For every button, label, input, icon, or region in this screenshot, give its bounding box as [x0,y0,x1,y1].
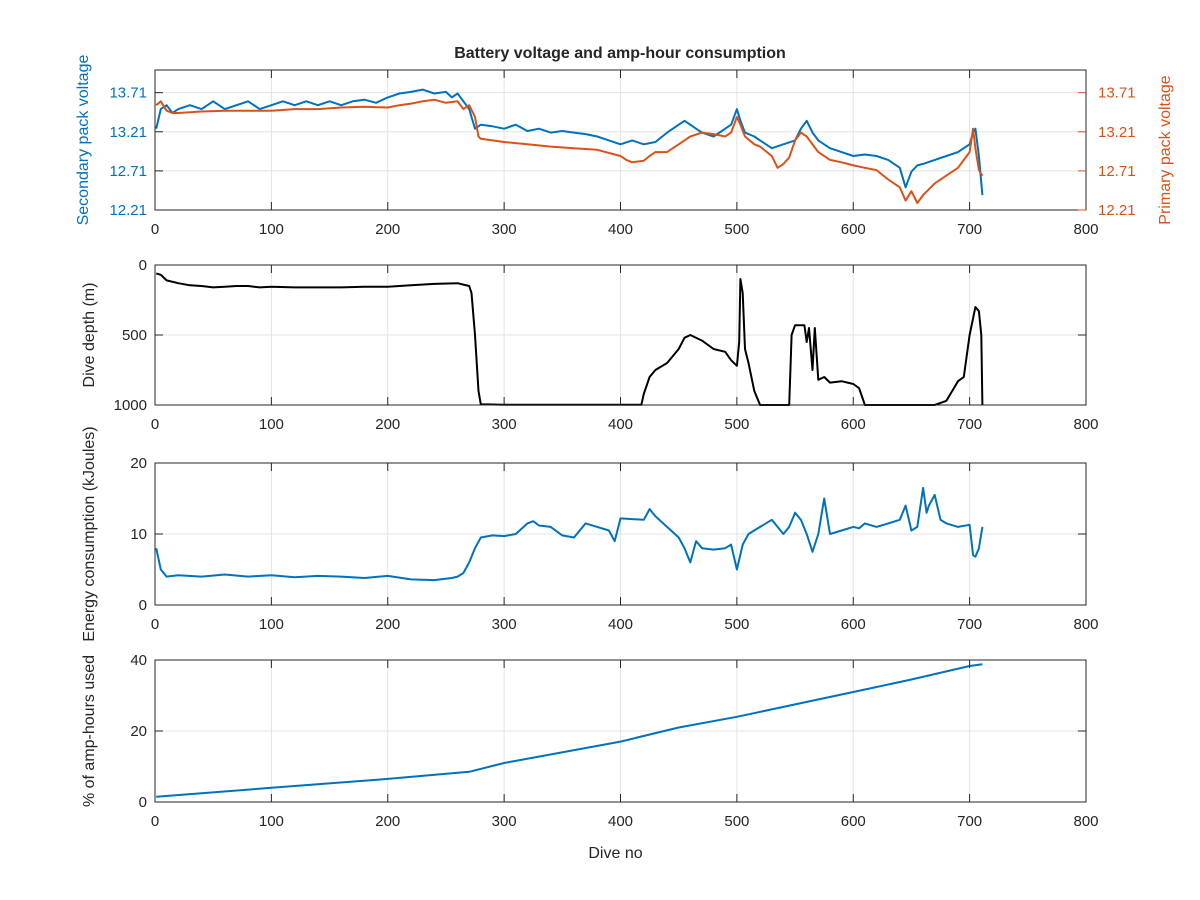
voltage-series-secondary [155,88,984,196]
x-tick-label: 400 [608,616,633,633]
x-tick-label: 100 [259,813,284,830]
x-tick-label: 800 [1073,813,1098,830]
x-tick-label: 700 [957,221,982,238]
y-tick-label: 20 [130,723,147,740]
y-tick-label-right: 13.21 [1098,124,1136,141]
voltage-y-axis-label: Secondary pack voltage [75,55,92,226]
voltage-y-axis-label-right: Primary pack voltage [1157,75,1174,224]
y-tick-label: 0 [139,257,147,274]
x-tick-label: 200 [375,416,400,433]
x-tick-label: 800 [1073,221,1098,238]
x-tick-label: 0 [151,616,159,633]
y-tick-label: 12.21 [109,202,147,219]
x-tick-label: 200 [375,221,400,238]
y-tick-label: 1000 [114,397,147,414]
energy-series-line [155,486,984,582]
x-tick-label: 400 [608,221,633,238]
energy-y-axis-label: Energy consumption (kJoules) [81,426,98,641]
y-tick-label: 12.71 [109,163,147,180]
x-tick-label: 200 [375,813,400,830]
x-tick-label: 500 [724,221,749,238]
x-tick-label: 300 [492,813,517,830]
y-tick-label: 0 [139,794,147,811]
x-tick-label: 0 [151,221,159,238]
y-tick-label: 10 [130,526,147,543]
amphours-y-axis-label: % of amp-hours used [81,655,98,807]
figure-title: Battery voltage and amp-hour consumption [454,45,786,62]
amphours-x-axis-label: Dive no [588,845,642,862]
x-tick-label: 700 [957,416,982,433]
x-tick-label: 600 [841,813,866,830]
y-tick-label-right: 12.21 [1098,202,1136,219]
x-tick-label: 500 [724,813,749,830]
x-tick-label: 0 [151,416,159,433]
y-tick-label: 40 [130,652,147,669]
y-tick-label-right: 13.71 [1098,85,1136,102]
x-tick-label: 300 [492,616,517,633]
x-tick-label: 200 [375,616,400,633]
y-tick-label-right: 12.71 [1098,163,1136,180]
x-tick-label: 100 [259,416,284,433]
depth-y-axis-label: Dive depth (m) [81,283,98,388]
energy-axes: 0 100 200 300 400 500 600 700 800 0 10 20 Energy con… [81,426,1099,641]
x-tick-label: 500 [724,416,749,433]
x-tick-label: 300 [492,416,517,433]
x-tick-label: 100 [259,616,284,633]
amphours-series-line [156,663,983,798]
x-tick-label: 600 [841,616,866,633]
x-tick-label: 0 [151,813,159,830]
y-tick-label: 0 [139,597,147,614]
x-tick-label: 400 [608,813,633,830]
x-tick-label: 300 [492,221,517,238]
y-tick-label: 13.71 [109,85,147,102]
y-tick-label: 13.21 [109,124,147,141]
x-tick-label: 600 [841,221,866,238]
depth-axes: 0 100 200 300 400 500 600 700 800 0 500 1000 Dive de… [81,257,1099,433]
x-tick-label: 700 [957,616,982,633]
x-tick-label: 700 [957,813,982,830]
amphours-axes: 0 100 200 300 400 500 600 700 800 0 20 40 % of amp-h… [81,652,1099,862]
x-tick-label: 600 [841,416,866,433]
x-tick-label: 500 [724,616,749,633]
x-tick-label: 100 [259,221,284,238]
y-tick-label: 20 [130,455,147,472]
y-tick-label: 500 [122,327,147,344]
x-tick-label: 400 [608,416,633,433]
x-tick-label: 800 [1073,616,1098,633]
voltage-series-primary [155,98,984,204]
x-tick-label: 800 [1073,416,1098,433]
